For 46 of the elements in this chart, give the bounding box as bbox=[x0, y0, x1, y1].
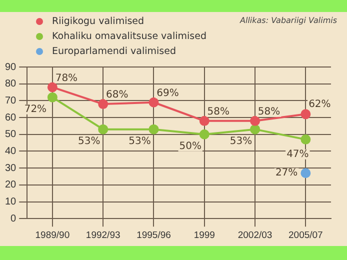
point bbox=[199, 116, 210, 126]
data-label: 53% bbox=[128, 136, 151, 147]
data-label: 68% bbox=[106, 90, 128, 101]
y-tick-label: 40 bbox=[5, 146, 17, 157]
point bbox=[300, 134, 311, 144]
y-tick-label: 0 bbox=[10, 213, 17, 224]
x-tick-label: 1995/96 bbox=[136, 230, 171, 241]
legend-label: Europarlamendi valimised bbox=[51, 45, 178, 59]
data-label: 62% bbox=[308, 98, 331, 110]
data-label: 58% bbox=[258, 106, 280, 118]
point bbox=[47, 82, 58, 92]
x-tick-label: 1999 bbox=[194, 230, 215, 241]
y-tick-label: 20 bbox=[5, 180, 17, 191]
point bbox=[250, 116, 260, 126]
y-tick-label: 80 bbox=[5, 78, 17, 90]
data-label: 53% bbox=[78, 136, 100, 147]
legend-label: Riigikogu valimised bbox=[51, 15, 146, 29]
y-tick-label: 70 bbox=[5, 95, 17, 106]
point bbox=[300, 109, 311, 120]
data-label: 78% bbox=[55, 72, 78, 84]
point bbox=[300, 168, 311, 178]
point bbox=[47, 92, 58, 102]
data-label: 72% bbox=[24, 104, 47, 115]
x-tick-label: 2005/07 bbox=[288, 230, 323, 241]
data-label: 58% bbox=[207, 106, 230, 118]
data-label: 50% bbox=[179, 140, 202, 152]
legend-label: Kohaliku omavalitsuse valimised bbox=[51, 30, 207, 44]
y-tick-label: 10 bbox=[5, 196, 17, 208]
data-label: 53% bbox=[230, 136, 252, 147]
point bbox=[148, 124, 159, 134]
point bbox=[98, 124, 108, 134]
data-label: 47% bbox=[286, 149, 309, 160]
text: Allikas: Vabariigi Valimis bbox=[240, 16, 337, 25]
point bbox=[199, 129, 210, 140]
y-tick-label: 30 bbox=[5, 162, 17, 174]
y-tick-label: 90 bbox=[5, 62, 17, 73]
data-label: 69% bbox=[156, 88, 179, 99]
x-tick-label: 1989/90 bbox=[35, 230, 70, 241]
y-tick-label: 60 bbox=[5, 112, 17, 124]
x-tick-label: 1992/93 bbox=[86, 230, 120, 241]
data-label: 27% bbox=[275, 168, 298, 179]
x-tick-label: 2002/03 bbox=[238, 230, 272, 241]
point bbox=[148, 97, 159, 108]
point bbox=[98, 99, 108, 110]
y-tick-label: 50 bbox=[5, 129, 17, 140]
point bbox=[250, 124, 260, 134]
